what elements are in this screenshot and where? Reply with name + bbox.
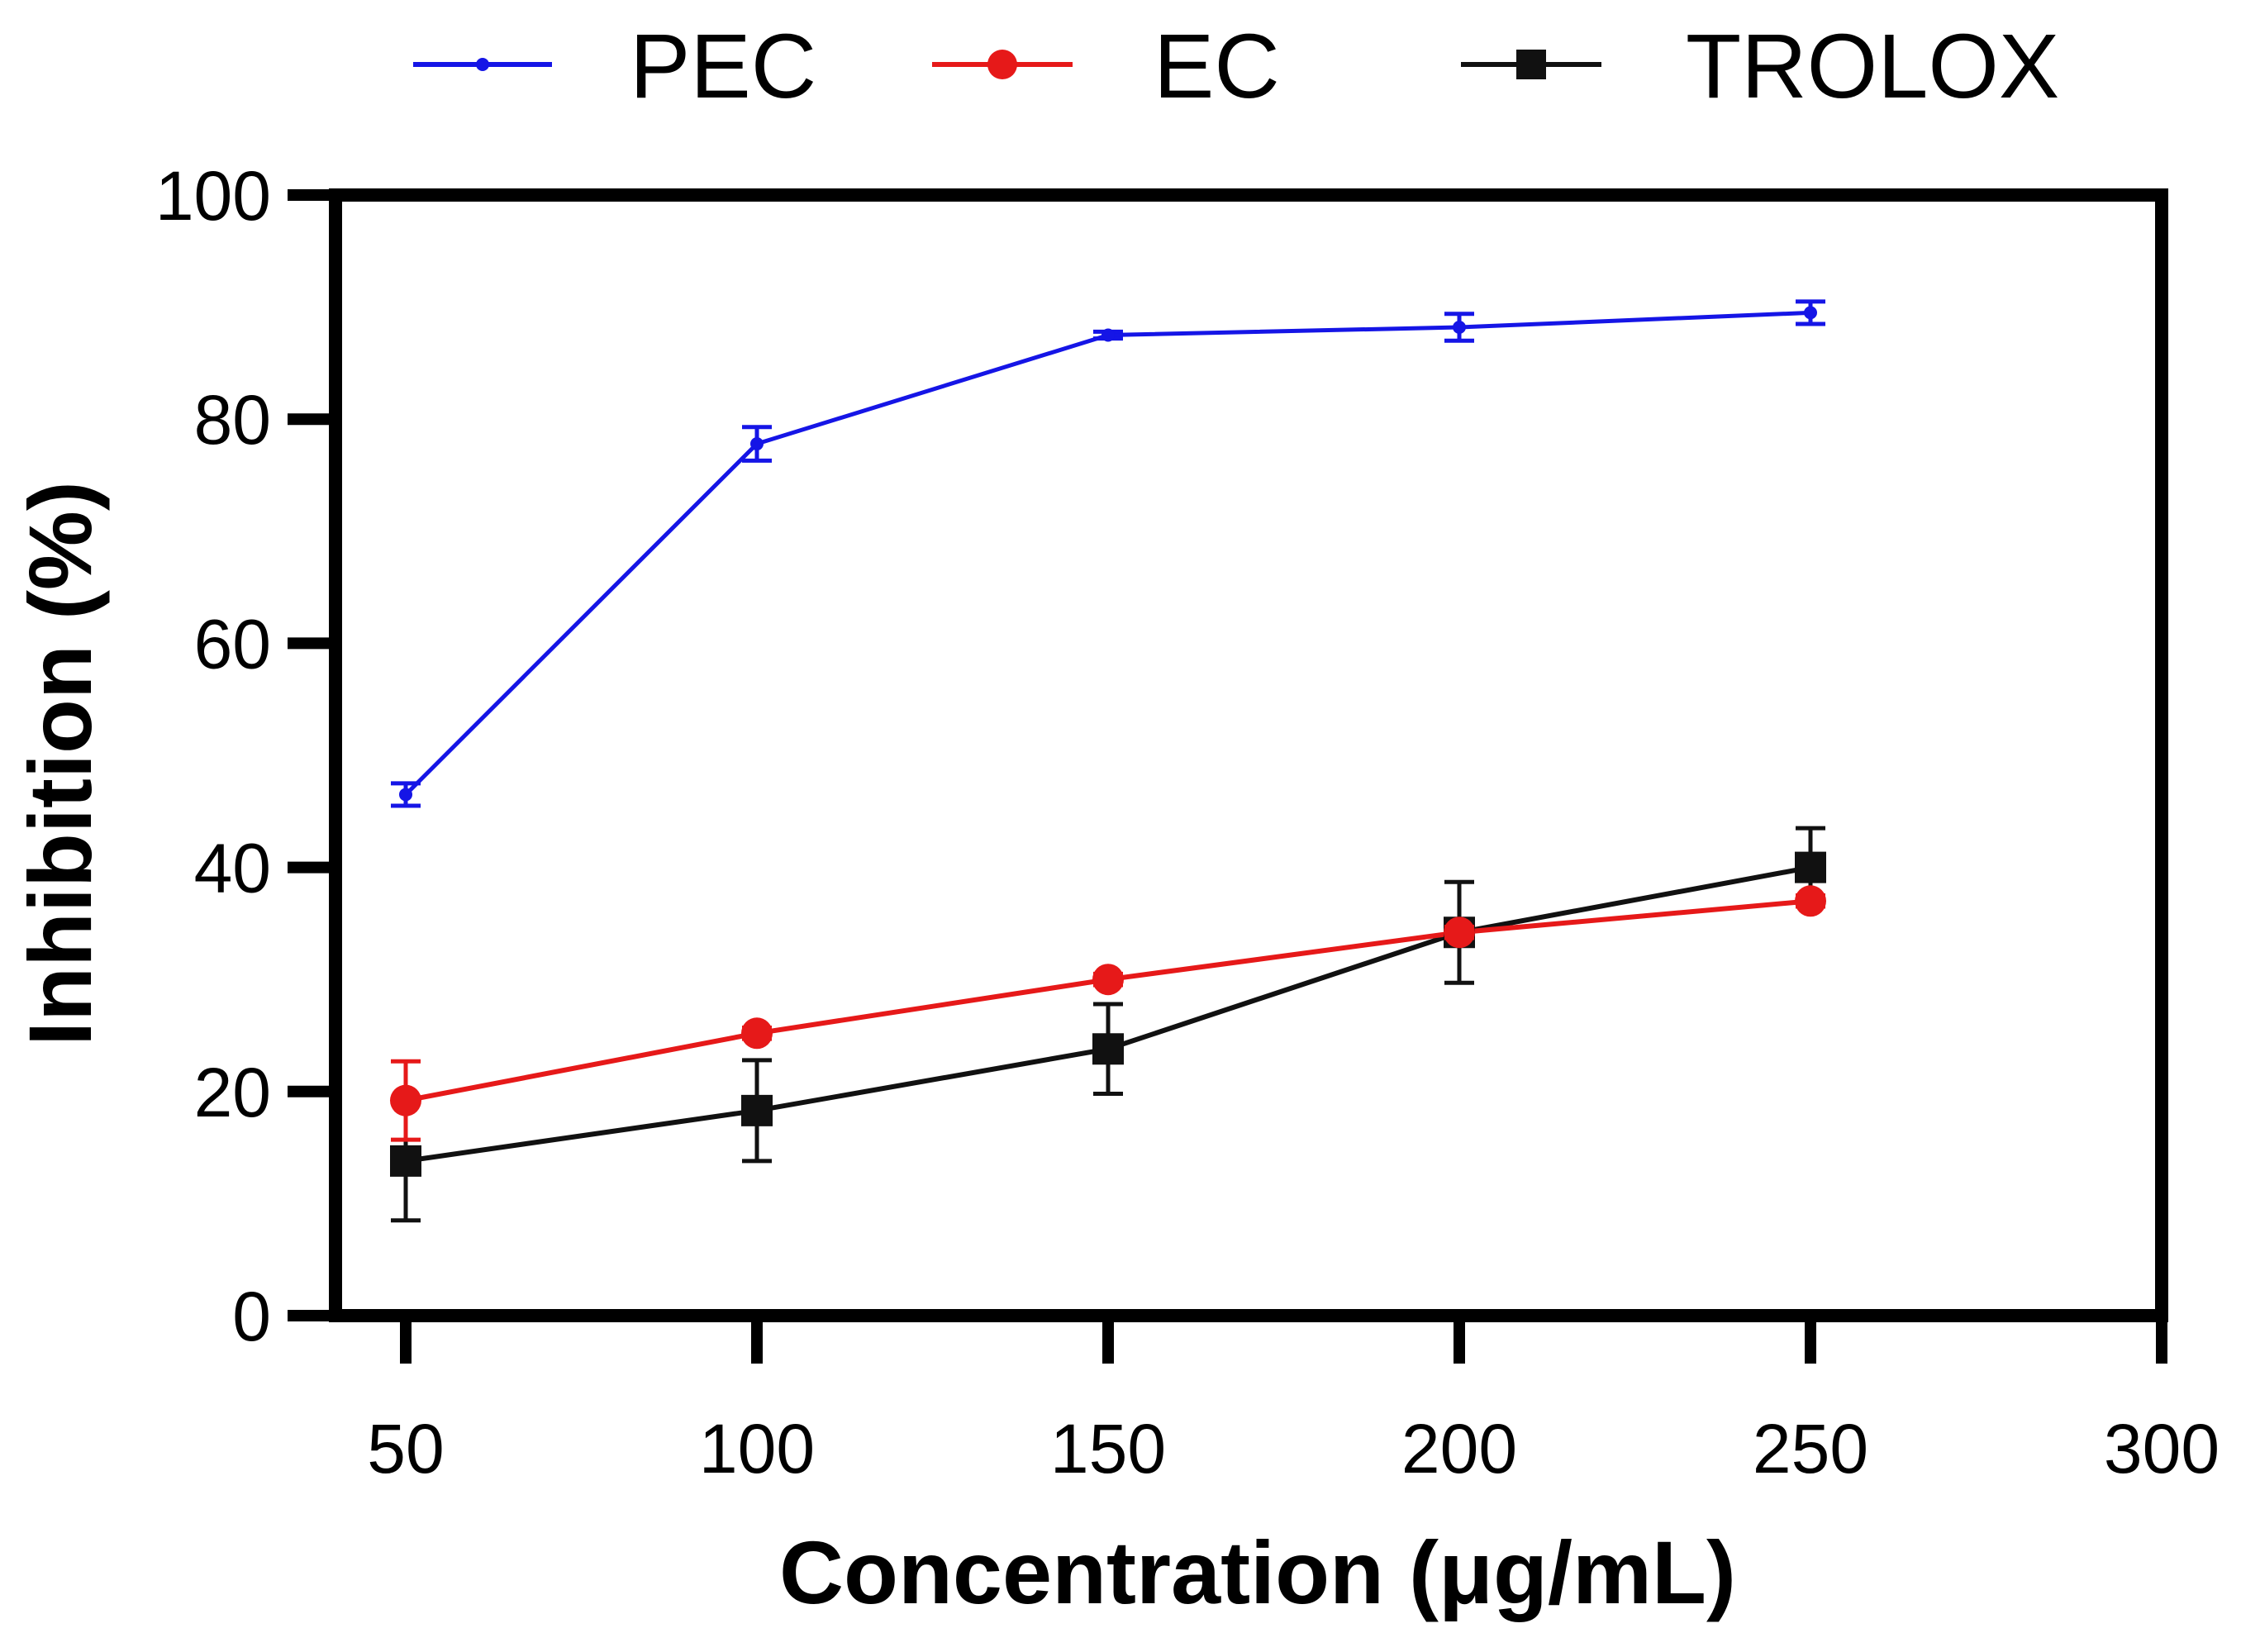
legend-marker-pec: [476, 58, 489, 71]
legend-label-pec: PEC: [630, 16, 816, 117]
legend-item-pec: PEC: [413, 16, 816, 117]
ec-point: [1444, 916, 1475, 949]
plot-markers: [390, 299, 1826, 1223]
trolox-point: [1092, 1033, 1124, 1065]
ec-point: [741, 1017, 773, 1050]
legend-label-ec: EC: [1154, 16, 1280, 117]
legend-label-trolox: TROLOX: [1686, 16, 2059, 117]
legend-item-ec: EC: [932, 16, 1280, 117]
pec-point: [399, 788, 412, 802]
legend-item-trolox: TROLOX: [1461, 16, 2059, 117]
x-tick-label: 50: [367, 1410, 444, 1488]
trolox-point: [741, 1094, 773, 1126]
legend-marker-ec: [987, 50, 1017, 79]
x-axis-title: Concentration (μg/mL): [779, 1522, 1736, 1622]
pec-series-line: [404, 310, 1811, 797]
x-tick-label: 100: [699, 1410, 815, 1488]
x-tick-label: 200: [1401, 1410, 1517, 1488]
trolox-point: [1795, 851, 1826, 883]
pec-point: [1453, 321, 1466, 335]
y-tick-label: 0: [232, 1278, 271, 1355]
y-tick-label: 60: [194, 605, 271, 683]
y-tick-label: 80: [194, 381, 271, 459]
legend: PEC EC TROLOX: [413, 16, 2059, 117]
y-tick-label: 20: [194, 1054, 271, 1131]
ec-point: [390, 1084, 421, 1116]
pec-point: [750, 437, 764, 451]
y-tick-label: 100: [155, 157, 271, 235]
pec-point: [1101, 328, 1115, 342]
trolox-point: [390, 1145, 421, 1177]
legend-marker-trolox: [1516, 50, 1546, 79]
x-tick-label: 150: [1050, 1410, 1166, 1488]
axes: 0 20 40 60 80 100 50 100 150 200 250 300: [155, 157, 2220, 1488]
x-tick-label: 250: [1753, 1410, 1868, 1488]
pec-point: [1804, 306, 1817, 320]
ec-point: [1092, 964, 1124, 996]
plot-frame: [329, 188, 2168, 1322]
x-tick-label: 300: [2104, 1410, 2220, 1488]
y-axis-title: Inhibition (%): [10, 481, 110, 1046]
ec-point: [1795, 885, 1826, 917]
y-tick-label: 40: [194, 830, 271, 907]
